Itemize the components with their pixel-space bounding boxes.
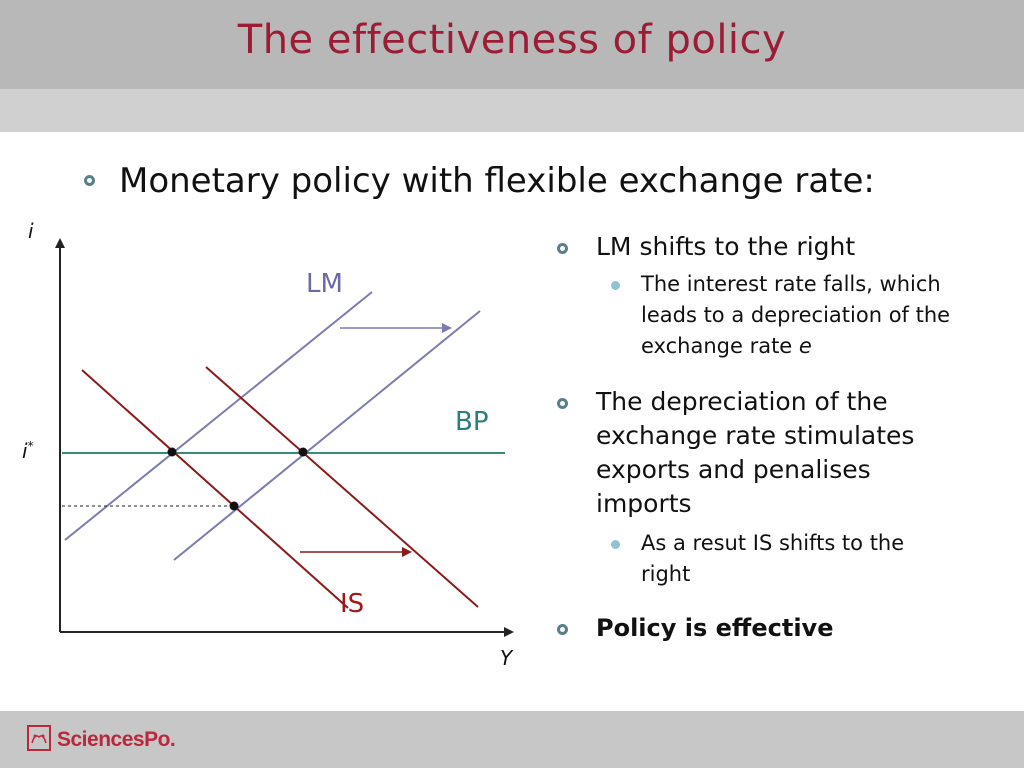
bullet-2-line-3: exports and penalises [596, 455, 871, 484]
bullet-icon-3 [557, 624, 568, 635]
main-bullet-icon [84, 175, 95, 186]
equilibrium-point-final [298, 447, 308, 457]
bullet-2-line-4: imports [596, 489, 692, 518]
sciencespo-logo-icon [27, 725, 51, 751]
bullet-3-text: Policy is effective [596, 614, 834, 642]
sub-bullet-icon-1 [611, 281, 620, 290]
lm-curve-initial [64, 291, 373, 541]
x-axis-label: Y [500, 646, 514, 670]
bullet-2-line-1: The depreciation of the [596, 387, 888, 416]
equilibrium-point-intermediate [229, 501, 239, 511]
bullet-icon-2 [557, 398, 568, 409]
sub-bullet-1-line-1: The interest rate falls, which [641, 272, 941, 296]
main-bullet-text: Monetary policy with flexible exchange r… [119, 161, 875, 201]
sub-bullet-2-line-1: As a resut IS shifts to the [641, 531, 905, 555]
bullet-icon-1 [557, 243, 568, 254]
is-lm-bp-diagram: i Y i* LM BP IS [22, 219, 514, 670]
is-curve-shifted [205, 366, 479, 608]
lm-label: LM [306, 269, 343, 299]
slide-title: The effectiveness of policy [237, 17, 787, 63]
sub-bullet-1-line-2: leads to a depreciation of the [641, 303, 951, 327]
bp-label: BP [455, 407, 489, 437]
i-star-label: i* [22, 439, 34, 463]
is-label: IS [340, 589, 364, 619]
bullet-1-text: LM shifts to the right [596, 232, 856, 261]
sub-bullet-2-line-2: right [641, 562, 691, 586]
bullet-2-line-2: exchange rate stimulates [596, 421, 915, 450]
equilibrium-point-initial [167, 447, 177, 457]
footer-bar [0, 711, 1024, 768]
subtitle-bar [0, 89, 1024, 132]
sub-bullet-icon-2 [611, 540, 620, 549]
sub-bullet-1-line-3: exchange rate e [641, 334, 812, 358]
y-axis-label: i [28, 219, 34, 243]
title-bar [0, 0, 1024, 89]
lm-curve-shifted [173, 310, 481, 561]
sciencespo-logo-text: SciencesPo. [57, 728, 176, 751]
is-curve-initial [81, 369, 349, 609]
